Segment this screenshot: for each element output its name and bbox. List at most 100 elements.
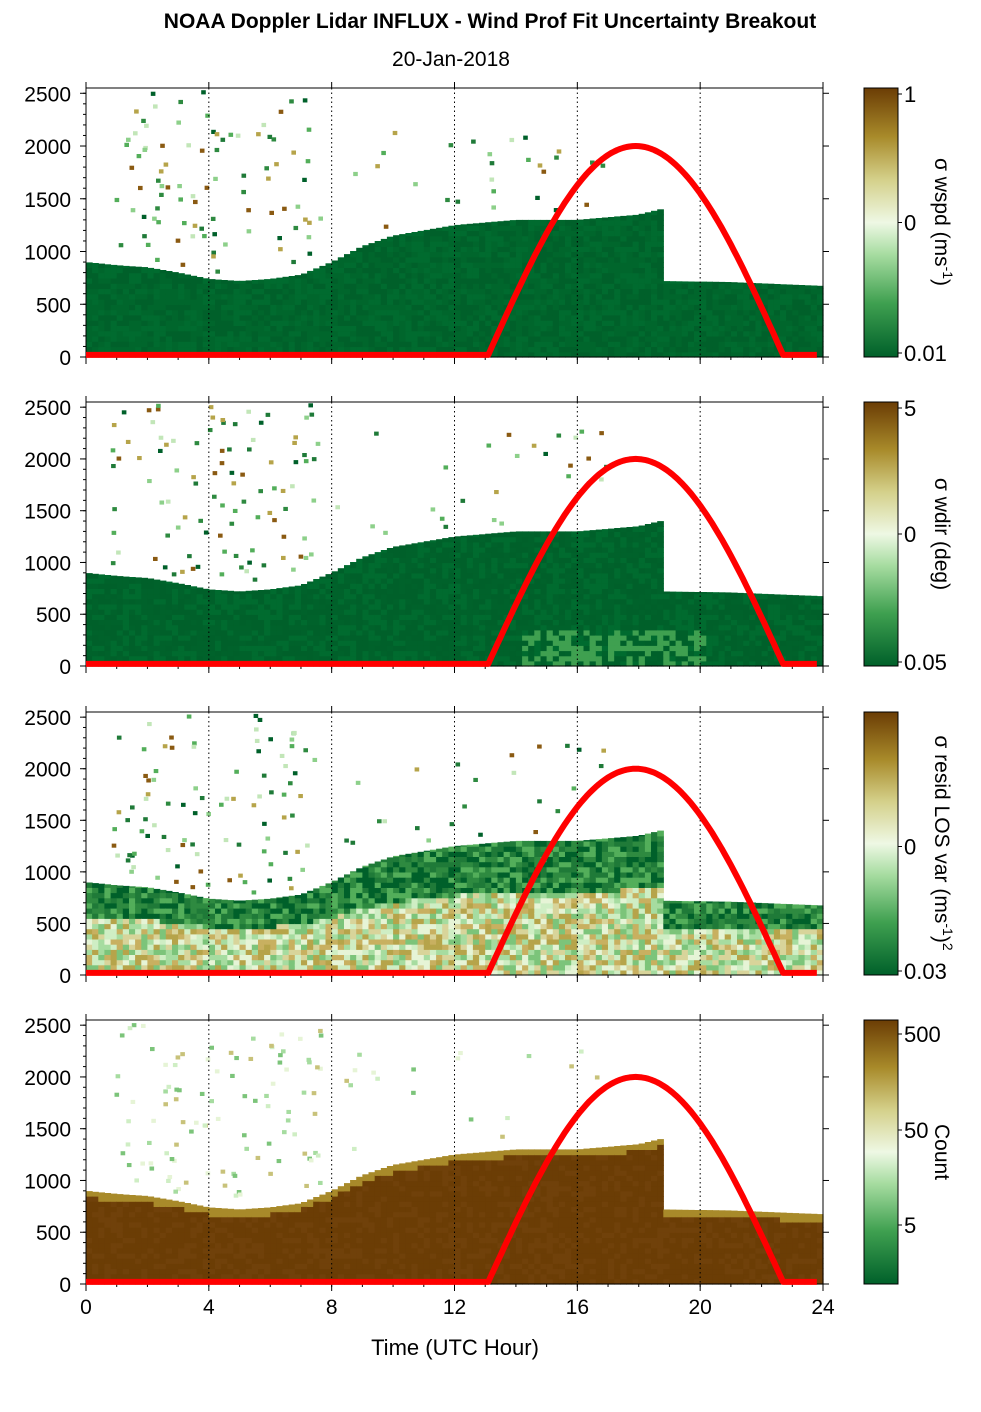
- heatmap-cell: [344, 330, 351, 337]
- heatmap-cell: [386, 277, 394, 284]
- heatmap-cell: [571, 588, 578, 595]
- heatmap-cell: [786, 650, 793, 657]
- heatmap-cell: [601, 217, 609, 221]
- heatmap-cell: [589, 536, 597, 543]
- heatmap-cell: [687, 341, 695, 348]
- heatmap-cell: [694, 314, 701, 321]
- heatmap-cell: [288, 320, 296, 326]
- heatmap-cell: [350, 341, 357, 348]
- heatmap-cell: [657, 246, 664, 253]
- heatmap-cell: [141, 341, 148, 348]
- heatmap-cell: [644, 256, 652, 263]
- heatmap-cell: [687, 299, 695, 305]
- heatmap-cell: [86, 341, 93, 348]
- heatmap-cell: [608, 528, 615, 532]
- heatmap-cell: [571, 640, 578, 646]
- heatmap-cell: [577, 230, 584, 237]
- heatmap-cell: [491, 288, 498, 295]
- heatmap-cell: [276, 598, 284, 605]
- heatmap-cell: [344, 629, 351, 636]
- heatmap-cell: [638, 219, 646, 226]
- heatmap-cell: [589, 603, 597, 610]
- heatmap-cell: [491, 546, 498, 553]
- heatmap-cell: [153, 609, 161, 615]
- heatmap-cell: [159, 346, 167, 353]
- heatmap-cell: [614, 299, 621, 305]
- heatmap-cell: [540, 351, 548, 358]
- heatmap-cell: [264, 304, 271, 311]
- heatmap-cell: [221, 288, 228, 295]
- heatmap-cell: [540, 304, 548, 311]
- heatmap-cell: [460, 557, 468, 564]
- heatmap-cell: [700, 299, 707, 305]
- heatmap-cell: [485, 314, 492, 321]
- heatmap-cell: [325, 583, 333, 589]
- heatmap-cell: [417, 314, 425, 321]
- heatmap-cell: [632, 629, 640, 636]
- heatmap-cell: [374, 578, 382, 584]
- heatmap-cell: [215, 603, 222, 610]
- heatmap-cell: [638, 552, 646, 558]
- heatmap-cell: [368, 304, 376, 311]
- heatmap-cell: [761, 603, 769, 610]
- heatmap-cell: [515, 614, 523, 620]
- heatmap-cell: [374, 645, 382, 652]
- heatmap-cell: [810, 293, 818, 300]
- heatmap-cell: [479, 251, 486, 258]
- heatmap-cell: [503, 320, 511, 326]
- heatmap-cell: [761, 645, 769, 652]
- heatmap-cell: [577, 619, 584, 626]
- heatmap-cell: [485, 603, 492, 610]
- heatmap-cell: [491, 593, 498, 600]
- heatmap-cell: [129, 577, 136, 579]
- heatmap-cell: [644, 272, 652, 279]
- heatmap-cell: [270, 278, 277, 284]
- heatmap-cell: [399, 583, 406, 589]
- heatmap-cell: [159, 192, 164, 197]
- heatmap-cell: [233, 288, 241, 295]
- heatmap-cell: [319, 283, 327, 290]
- heatmap-cell: [663, 593, 670, 600]
- heatmap-cell: [558, 614, 566, 620]
- heatmap-cell: [632, 325, 640, 332]
- heatmap-cell: [540, 578, 548, 584]
- heatmap-cell: [644, 225, 652, 231]
- heatmap-cell: [313, 655, 320, 662]
- heatmap-cell: [669, 320, 677, 326]
- heatmap-cell: [110, 314, 118, 321]
- heatmap-cell: [362, 304, 370, 311]
- heatmap-cell: [245, 614, 253, 620]
- heatmap-cell: [632, 531, 640, 538]
- heatmap-cell: [583, 546, 591, 553]
- heatmap-cell: [405, 251, 413, 258]
- heatmap-cell: [362, 288, 370, 295]
- heatmap-cell: [651, 598, 658, 605]
- heatmap-cell: [393, 546, 400, 553]
- heatmap-cell: [657, 557, 664, 564]
- heatmap-cell: [497, 619, 505, 626]
- heatmap-cell: [313, 277, 320, 284]
- heatmap-cell: [552, 546, 560, 553]
- heatmap-cell: [380, 251, 388, 258]
- heatmap-cell: [626, 304, 634, 311]
- heatmap-cell: [638, 351, 646, 358]
- heatmap-cell: [159, 314, 167, 321]
- heatmap-cell: [442, 578, 449, 584]
- heatmap-cell: [497, 288, 505, 295]
- heatmap-cell: [429, 230, 437, 237]
- heatmap-cell: [780, 640, 787, 646]
- heatmap-cell: [442, 235, 449, 242]
- heatmap-cell: [374, 335, 382, 342]
- heatmap-cell: [331, 309, 339, 316]
- heatmap-cell: [755, 346, 763, 353]
- heatmap-cell: [743, 293, 750, 300]
- heatmap-cell: [638, 225, 646, 231]
- heatmap-cell: [319, 335, 327, 342]
- heatmap-cell: [135, 341, 142, 348]
- heatmap-cell: [264, 330, 271, 337]
- heatmap-cell: [595, 593, 603, 600]
- heatmap-cell: [663, 320, 670, 326]
- heatmap-cell: [749, 624, 756, 631]
- heatmap-cell: [644, 341, 652, 348]
- heatmap-cell: [780, 609, 787, 615]
